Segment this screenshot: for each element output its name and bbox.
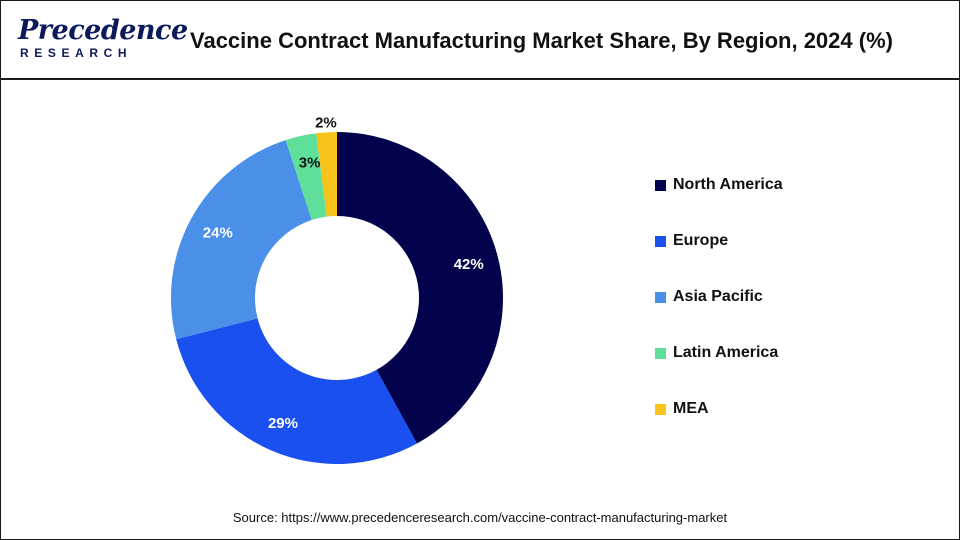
brand-tagline: RESEARCH [20,46,133,60]
legend-label-europe: Europe [673,232,729,249]
legend-label-latin-america: Latin America [673,344,779,361]
slice-mea [316,132,337,217]
source-note: Source: https://www.precedenceresearch.c… [232,510,728,525]
legend-item-latin-america: Latin America [655,340,945,396]
slice-europe [176,318,417,464]
data-label-latin-america: 3% [299,155,321,172]
slice-north-america [337,132,503,444]
legend-swatch-latin-america [655,348,666,359]
legend-label-asia-pacific: Asia Pacific [673,288,763,305]
data-label-asia-pacific: 24% [203,224,233,241]
brand-logo: Precedence RESEARCH [18,16,188,64]
header-bar: Precedence RESEARCH Vaccine Contract Man… [0,0,960,80]
chart-title: Vaccine Contract Manufacturing Market Sh… [190,28,893,53]
legend-swatch-asia-pacific [655,292,666,303]
legend: North America Europe Asia Pacific Latin Ame… [655,172,945,452]
data-label-europe: 29% [268,415,298,432]
legend-swatch-north-america [655,180,666,191]
data-label-north-america: 42% [454,256,484,273]
legend-label-mea: MEA [673,400,709,417]
legend-swatch-europe [655,236,666,247]
legend-swatch-mea [655,404,666,415]
legend-item-north-america: North America [655,172,945,228]
slice-latin-america [285,133,327,221]
legend-item-europe: Europe [655,228,945,284]
legend-label-north-america: North America [673,176,783,193]
brand-name: Precedence [18,15,188,46]
data-label-mea: 2% [315,114,337,131]
legend-item-asia-pacific: Asia Pacific [655,284,945,340]
slice-asia-pacific [170,140,312,340]
legend-item-mea: MEA [655,396,945,452]
